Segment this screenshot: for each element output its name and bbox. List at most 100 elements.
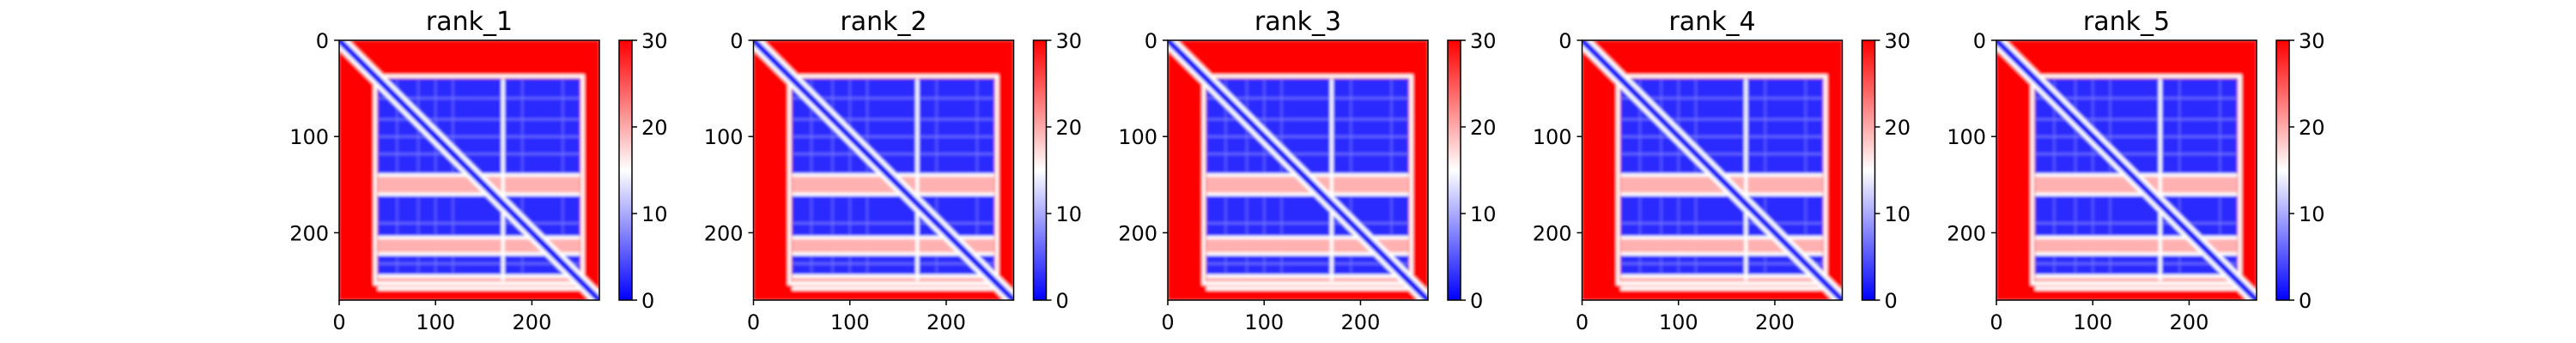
y-tick-label: 100: [1118, 125, 1157, 149]
heatmap-stripe: [2034, 118, 2238, 121]
colorbar-tick-label: 20: [1056, 116, 1083, 140]
heatmap-gap-edge: [792, 192, 995, 196]
colorbar: 0 10 20 30: [2275, 29, 2325, 313]
heatmap-gap-edge: [377, 236, 580, 240]
panel-title: rank_3: [1255, 7, 1341, 37]
panel-title: rank_5: [2083, 7, 2170, 37]
colorbar-tick-label: 30: [1885, 29, 1911, 53]
heatmap-block-edge: [787, 74, 999, 286]
colorbar-gradient: [1032, 39, 1048, 301]
heatmap-diagonal: [1996, 40, 2257, 300]
heatmap-image: [339, 40, 599, 300]
heatmap-gap-row: [2034, 238, 2238, 255]
colorbar: 0 10 20 30: [1032, 29, 1083, 313]
axes-frame: [338, 39, 600, 301]
colorbar-tick-label: 20: [1885, 116, 1911, 140]
subplot-5: rank_5 0 100 200 0 100 200 0 10 20 30: [1947, 7, 2324, 334]
heatmap-gap-row: [792, 238, 995, 255]
axes-frame: [1167, 39, 1429, 301]
colorbar-gradient: [1861, 39, 1876, 301]
heatmap-gap-row: [377, 238, 580, 255]
heatmap-stripe: [792, 262, 995, 265]
heatmap-stripe: [792, 118, 995, 121]
heatmap-gap-edge: [1620, 286, 1824, 291]
colorbar-tick-label: 10: [1885, 202, 1911, 226]
heatmap-stripe: [1206, 153, 1409, 155]
y-tick-label: 0: [1973, 29, 1986, 53]
colorbar-tick-label: 30: [641, 29, 668, 53]
colorbar-gradient: [2275, 39, 2290, 301]
x-tick-label: 100: [416, 310, 455, 334]
y-tick-label: 200: [1118, 221, 1157, 245]
heatmap-stripe: [377, 135, 580, 138]
x-tick-label: 100: [1244, 310, 1284, 334]
colorbar-tick-label: 0: [2299, 289, 2312, 313]
heatmap-image: [1168, 40, 1428, 300]
heatmap-stripe: [1206, 97, 1409, 99]
heatmap-gap-edge: [1620, 236, 1824, 240]
colorbar: 0 10 20 30: [618, 29, 668, 313]
x-tick-label: 200: [927, 310, 966, 334]
y-tick-label: 100: [289, 125, 329, 149]
heatmap-gap-edge: [2034, 274, 2238, 278]
heatmap-stripe: [1206, 118, 1409, 121]
heatmap-gap-edge: [377, 274, 580, 278]
panel-title: rank_4: [1668, 7, 1755, 37]
heatmap-stripe: [377, 118, 580, 121]
y-tick-label: 0: [1145, 29, 1157, 53]
axes-frame: [1581, 39, 1844, 301]
heatmap-gap-edge: [2034, 286, 2238, 291]
x-tick-label: 0: [747, 310, 760, 334]
x-tick-label: 100: [830, 310, 870, 334]
heatmap-gap-edge: [377, 286, 580, 291]
heatmap-block-edge: [2030, 74, 2242, 286]
heatmap-gap-edge: [1206, 192, 1409, 196]
heatmap-gap-edge: [1620, 252, 1824, 256]
colorbar-tick-label: 0: [641, 289, 654, 313]
colorbar-tick-label: 30: [1056, 29, 1083, 53]
y-tick-label: 200: [289, 221, 329, 245]
x-tick-label: 200: [513, 310, 552, 334]
heatmap-stripe: [1620, 153, 1824, 155]
x-tick-label: 0: [1990, 310, 2002, 334]
x-tick-label: 200: [2170, 310, 2209, 334]
colorbar: 0 10 20 30: [1861, 29, 1911, 313]
colorbar-gradient: [1447, 39, 1461, 301]
heatmap-block-edge: [373, 74, 585, 286]
heatmap-diagonal: [339, 40, 599, 300]
heatmap-vline: [1744, 78, 1748, 281]
colorbar-tick-label: 20: [1470, 116, 1497, 140]
heatmap-stripe: [2034, 153, 2238, 155]
heatmap-gap-edge: [792, 286, 995, 291]
heatmap-stripe: [1206, 135, 1409, 138]
y-tick-label: 0: [730, 29, 743, 53]
subplot-1: rank_1 0 100 200 0 100 200 0 10 20 30: [289, 7, 667, 334]
colorbar-tick-label: 0: [1885, 289, 1898, 313]
heatmap-image: [753, 40, 1014, 300]
heatmap-stripe: [1620, 262, 1824, 265]
heatmap-gap-edge: [1620, 192, 1824, 196]
heatmap-gap-edge: [792, 274, 995, 278]
heatmap-gap-edge: [792, 236, 995, 240]
colorbar-tick-label: 0: [1470, 289, 1483, 313]
heatmap-stripe: [1620, 135, 1824, 138]
heatmap-stripe: [792, 135, 995, 138]
heatmap-stripe: [2034, 97, 2238, 99]
colorbar: 0 10 20 30: [1447, 29, 1497, 313]
heatmap-diagonal: [1168, 40, 1428, 300]
colorbar-tick-label: 30: [2299, 29, 2325, 53]
heatmap-image: [1582, 40, 1843, 300]
y-tick-label: 100: [1533, 125, 1572, 149]
heatmap-gap-edge: [1206, 274, 1409, 278]
colorbar-tick-label: 10: [2299, 202, 2325, 226]
heatmap-vline: [915, 78, 920, 281]
heatmap-vline: [2158, 78, 2162, 281]
heatmap-stripe: [792, 222, 995, 225]
heatmap-gap-edge: [1620, 274, 1824, 278]
y-tick-label: 0: [316, 29, 329, 53]
y-tick-label: 200: [1947, 221, 1986, 245]
panel-title: rank_2: [840, 7, 927, 37]
heatmap-image: [1996, 40, 2257, 300]
heatmap-stripe: [2034, 135, 2238, 138]
colorbar-tick-label: 10: [1470, 202, 1497, 226]
